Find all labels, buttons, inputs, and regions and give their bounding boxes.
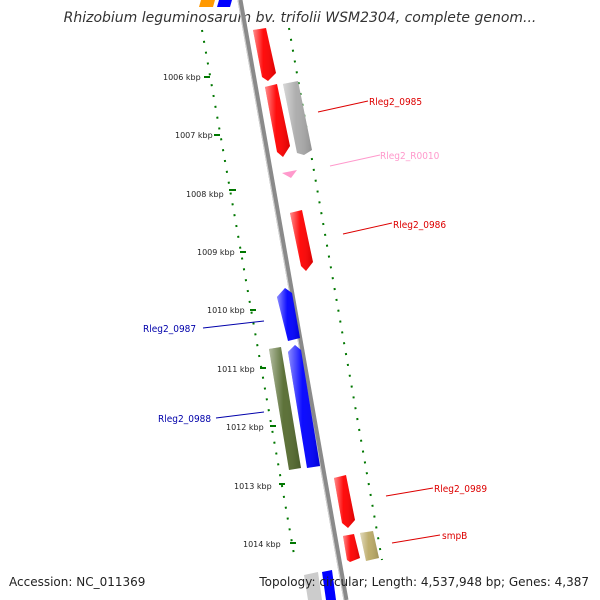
- leader-Rleg2_R0010: [329, 154, 381, 167]
- tick-label-1007: 1007 kbp: [175, 131, 213, 140]
- feature-Rleg2_0989[interactable]: [334, 475, 355, 528]
- leader-Rleg2_0987: [202, 320, 265, 329]
- tick-label-1009: 1009 kbp: [197, 248, 235, 257]
- feature-bottom-gray[interactable]: [304, 572, 322, 600]
- accession-text: Accession: NC_011369: [9, 575, 146, 589]
- tick-marks: [204, 76, 296, 544]
- label-Rleg2_0985[interactable]: Rleg2_0985: [369, 97, 422, 108]
- feature-smpB-red[interactable]: [343, 534, 360, 562]
- tick-label-1006: 1006 kbp: [163, 73, 201, 82]
- feature-Rleg2_0985[interactable]: [283, 81, 312, 155]
- feature-Rleg2_0988-olive[interactable]: [269, 347, 301, 470]
- leader-Rleg2_0985: [317, 100, 369, 113]
- label-smpB[interactable]: smpB: [442, 531, 467, 542]
- tick-label-1013: 1013 kbp: [234, 482, 272, 491]
- tick-label-1014: 1014 kbp: [243, 540, 281, 549]
- map-title: Rhizobium leguminosarum bv. trifolii WSM…: [63, 10, 537, 26]
- label-Rleg2_0987[interactable]: Rleg2_0987: [143, 324, 196, 335]
- feature-Rleg2_0987[interactable]: [277, 288, 300, 341]
- tick-label-1011: 1011 kbp: [217, 365, 255, 374]
- tick-label-1008: 1008 kbp: [186, 190, 224, 199]
- tick-label-1012: 1012 kbp: [226, 423, 264, 432]
- tick-label-1010: 1010 kbp: [207, 306, 245, 315]
- feature-top-blue[interactable]: [217, 0, 232, 7]
- leader-Rleg2_0986: [342, 222, 393, 235]
- leader-smpB: [391, 534, 441, 544]
- feature-Rleg2_0988[interactable]: [288, 345, 320, 468]
- feature-red-top[interactable]: [253, 28, 276, 81]
- label-Rleg2_0988[interactable]: Rleg2_0988: [158, 414, 211, 425]
- leader-Rleg2_0988: [215, 411, 265, 419]
- feature-Rleg2_R0010[interactable]: [282, 170, 297, 178]
- label-Rleg2_R0010[interactable]: Rleg2_R0010: [380, 151, 440, 162]
- feature-bottom-blue[interactable]: [322, 570, 336, 600]
- label-Rleg2_0986[interactable]: Rleg2_0986: [393, 220, 446, 231]
- feature-Rleg2_0985-left[interactable]: [265, 84, 290, 157]
- tick-labels: 1006 kbp 1007 kbp 1008 kbp 1009 kbp 1010…: [163, 73, 281, 549]
- feature-smpB[interactable]: [360, 531, 379, 561]
- inner-tick-ring: [201, 29, 296, 561]
- leader-Rleg2_0989: [385, 487, 434, 497]
- label-Rleg2_0989[interactable]: Rleg2_0989: [434, 484, 487, 495]
- feature-Rleg2_0986[interactable]: [290, 210, 313, 271]
- feature-top-orange[interactable]: [199, 0, 215, 7]
- genome-stats-text: Topology: circular; Length: 4,537,948 bp…: [259, 575, 589, 589]
